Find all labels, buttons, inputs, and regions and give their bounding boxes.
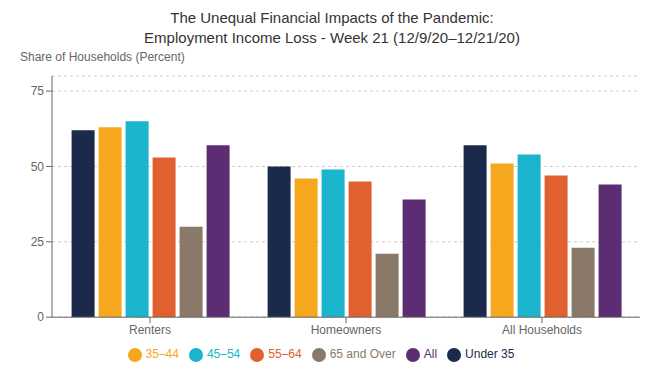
svg-text:Homeowners: Homeowners [311, 323, 382, 337]
html-text:45–54: 45–54 [206, 347, 241, 362]
html-text:35–44: 35–44 [145, 347, 179, 362]
svg-text:0: 0 [37, 310, 44, 324]
svg-text:75: 75 [31, 84, 45, 98]
html-text:65 and Over: 65 and Over [329, 347, 396, 362]
html-text:All: All [423, 347, 438, 362]
html-text:Share of Households (Percent): Share of Households (Percent) [20, 50, 185, 64]
svg-text:25: 25 [31, 235, 45, 249]
html-text:Under 35: Under 35 [465, 347, 515, 362]
html-text:The Unequal Financial Impacts: The Unequal Financial Impacts of the Pan… [170, 9, 494, 26]
html-text:Employment Income Loss - Week: Employment Income Loss - Week 21 (12/9/2… [144, 28, 520, 46]
svg-text:50: 50 [31, 160, 45, 174]
svg-text:Renters: Renters [129, 323, 171, 337]
html-text:55–64: 55–64 [268, 347, 302, 362]
svg-text:All Households: All Households [502, 323, 582, 337]
